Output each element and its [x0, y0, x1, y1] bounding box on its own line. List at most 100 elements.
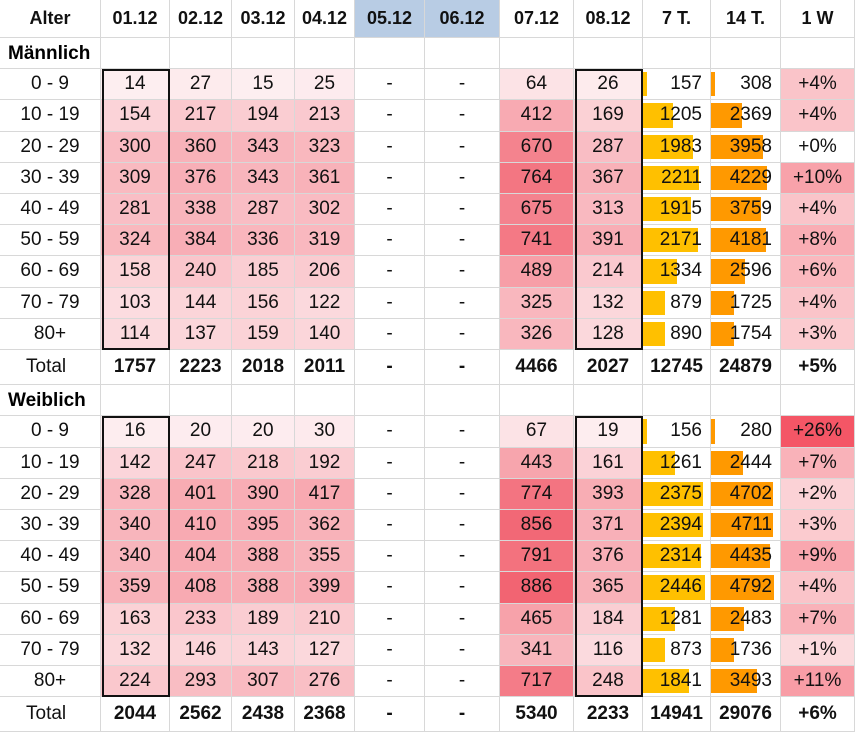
value-cell: 210	[295, 603, 355, 635]
value-cell: 359	[101, 572, 170, 604]
age-label-text: 10 - 19	[20, 104, 80, 126]
value-cell-text: 365	[592, 576, 624, 598]
value-cell-text: 140	[308, 322, 341, 344]
value-cell: 2211	[643, 162, 711, 194]
section-title: Weiblich	[8, 389, 86, 411]
age-label: 30 - 39	[0, 510, 101, 542]
value-cell-text: 103	[119, 291, 151, 313]
bar-14-days	[711, 544, 770, 569]
value-cell: 443	[500, 447, 574, 479]
value-cell: 341	[500, 634, 574, 666]
value-cell: 313	[574, 194, 643, 226]
value-cell: 185	[232, 256, 295, 288]
age-label: 50 - 59	[0, 572, 101, 604]
total-cell: -	[425, 697, 500, 733]
value-cell-text: 675	[520, 198, 553, 220]
value-cell: 791	[500, 541, 574, 573]
bar-14-days	[711, 481, 774, 506]
total-cell: 2223	[170, 350, 232, 386]
total-cell: +5%	[781, 350, 855, 386]
value-cell-text: 384	[184, 229, 217, 251]
total-cell: 2044	[101, 697, 170, 733]
table-row: 10 - 19 154 217 194 213 - - 412 169 1205 2369 +4%	[0, 100, 855, 132]
value-cell-text: 1281	[659, 607, 702, 629]
value-cell-text: 248	[592, 670, 624, 692]
total-cell-text: 2438	[241, 703, 285, 725]
value-cell-text: 276	[308, 670, 341, 692]
value-cell-text: 1754	[729, 322, 772, 344]
value-cell: 390	[232, 478, 295, 510]
age-label: 70 - 79	[0, 634, 101, 666]
value-cell-text: 1841	[659, 670, 702, 692]
value-cell-text: 16	[124, 420, 146, 442]
value-cell: 156	[232, 287, 295, 319]
value-cell: 116	[574, 634, 643, 666]
value-cell: 1915	[643, 194, 711, 226]
value-cell-text: 388	[247, 576, 279, 598]
value-cell: 1983	[643, 131, 711, 163]
blank-cell	[232, 38, 295, 70]
value-cell: -	[355, 69, 425, 101]
value-cell-text: 132	[119, 638, 151, 660]
value-cell: -	[425, 666, 500, 698]
value-cell-text: 156	[670, 420, 702, 442]
header-col-4-text: 04.12	[301, 8, 348, 28]
value-cell-text: +4%	[798, 291, 837, 313]
value-cell: -	[355, 162, 425, 194]
value-cell: 1725	[711, 287, 781, 319]
value-cell-text: 319	[308, 229, 341, 251]
value-cell: 3958	[711, 131, 781, 163]
value-cell: 163	[101, 603, 170, 635]
value-cell: 132	[101, 634, 170, 666]
total-cell: 2027	[574, 350, 643, 386]
value-cell-text: 287	[592, 135, 624, 157]
table-row: 20 - 29 328 401 390 417 - - 774 393 2375 4702 +2%	[0, 478, 855, 510]
value-cell: +11%	[781, 666, 855, 698]
blank-cell	[0, 385, 101, 417]
age-label-text: 40 - 49	[20, 545, 80, 567]
age-label: 40 - 49	[0, 194, 101, 226]
blank-cell	[711, 385, 781, 417]
value-cell-text: +3%	[798, 322, 837, 344]
value-cell-text: -	[458, 198, 466, 220]
total-cell-text: -	[386, 703, 393, 725]
value-cell: 886	[500, 572, 574, 604]
header-col-7: 07.12	[500, 0, 574, 38]
value-cell-text: 359	[119, 576, 151, 598]
value-cell: 388	[232, 541, 295, 573]
total-cell-text: 2562	[179, 703, 222, 725]
value-cell: +3%	[781, 510, 855, 542]
value-cell-text: 210	[308, 607, 341, 629]
value-cell: +3%	[781, 318, 855, 350]
value-cell: 2596	[711, 256, 781, 288]
value-cell: 879	[643, 287, 711, 319]
table-row: 0 - 9 16 20 20 30 - - 67 19 156 280 +26%	[0, 416, 855, 448]
value-cell: 64	[500, 69, 574, 101]
value-cell: 114	[101, 318, 170, 350]
value-cell: 154	[101, 100, 170, 132]
value-cell: -	[425, 416, 500, 448]
value-cell-text: 343	[247, 166, 279, 188]
age-label: 60 - 69	[0, 603, 101, 635]
value-cell-text: +0%	[798, 135, 837, 157]
bar-7-days	[643, 481, 703, 506]
value-cell-text: 890	[670, 322, 702, 344]
value-cell-text: 159	[247, 322, 279, 344]
value-cell-text: 15	[252, 73, 274, 95]
value-cell: 371	[574, 510, 643, 542]
value-cell: 184	[574, 603, 643, 635]
header-col-9: 7 T.	[643, 0, 711, 38]
value-cell-text: 465	[520, 607, 553, 629]
header-col-3: 03.12	[232, 0, 295, 38]
value-cell-text: 26	[597, 73, 619, 95]
value-cell: 1841	[643, 666, 711, 698]
value-cell-text: 340	[119, 545, 151, 567]
value-cell-text: 233	[184, 607, 217, 629]
value-cell-text: -	[458, 420, 466, 442]
value-cell-text: +26%	[792, 420, 843, 442]
value-cell-text: -	[386, 514, 393, 536]
value-cell: -	[425, 572, 500, 604]
age-label-text: 10 - 19	[20, 451, 80, 473]
value-cell-text: 395	[247, 514, 279, 536]
value-cell: -	[355, 478, 425, 510]
